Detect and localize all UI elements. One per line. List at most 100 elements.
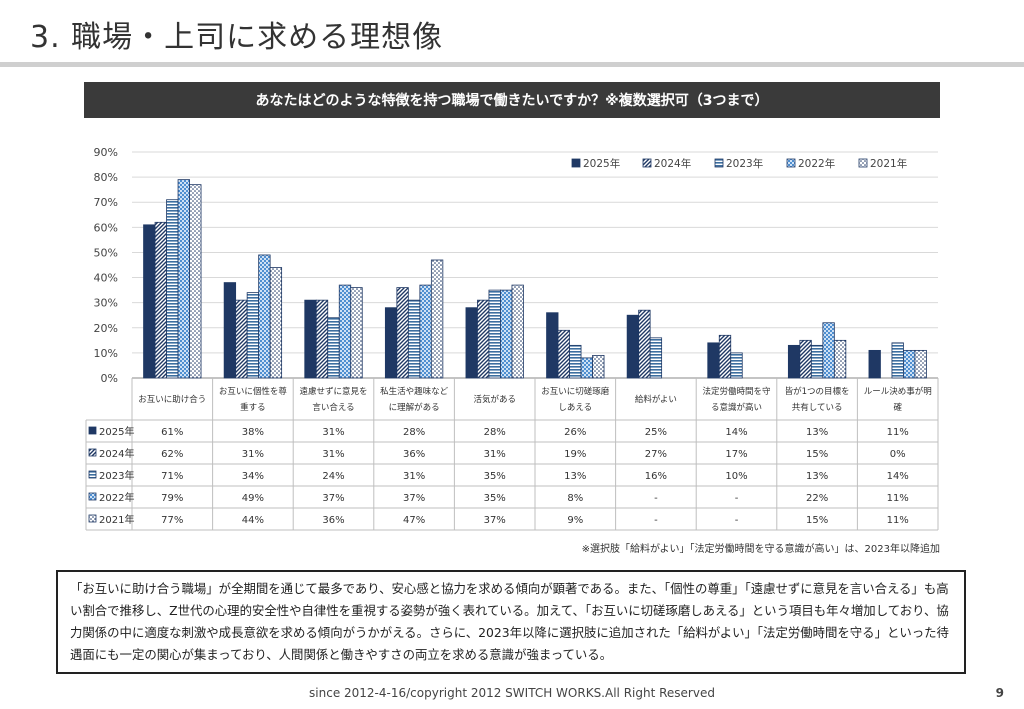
bar — [465, 307, 478, 379]
bar — [154, 221, 167, 379]
bar — [730, 352, 743, 379]
category-label: お互いに助け合う — [138, 394, 206, 405]
legend-swatch — [642, 158, 652, 168]
row-swatch — [88, 448, 97, 457]
data-label: 28% — [484, 427, 506, 438]
category-label: 遠慮せずに意見を言い合える — [299, 386, 367, 413]
bar — [787, 344, 801, 379]
bar — [315, 299, 329, 379]
data-label: 31% — [403, 471, 425, 482]
data-label: 36% — [322, 515, 344, 526]
bar — [592, 354, 605, 379]
legend-label: 2025年 — [583, 157, 620, 170]
title-divider — [0, 62, 1024, 67]
bar — [166, 199, 179, 379]
bar — [477, 299, 490, 379]
page-number: 9 — [995, 686, 1004, 700]
data-label: 17% — [725, 449, 747, 460]
bar — [546, 312, 559, 379]
data-label: 22% — [806, 493, 828, 504]
data-label: 71% — [161, 471, 183, 482]
data-label: 16% — [645, 471, 667, 482]
data-label: 10% — [725, 471, 747, 482]
bar — [407, 299, 421, 379]
legend-label: 2022年 — [798, 157, 835, 170]
bar — [304, 299, 317, 379]
y-tick-label: 90% — [94, 146, 118, 159]
bar — [223, 282, 237, 379]
bar — [707, 342, 720, 379]
data-label: - — [735, 515, 739, 526]
data-label: 24% — [322, 471, 344, 482]
row-swatch — [88, 470, 97, 479]
data-label: 13% — [806, 471, 828, 482]
bar — [626, 314, 640, 379]
legend-label: 2021年 — [870, 157, 907, 170]
legend-swatch — [714, 158, 724, 168]
y-axis: 0% 10% 20% 30% 40% 50% 60% 70% 80% 90% — [94, 146, 118, 385]
bar — [822, 322, 835, 379]
data-label: 15% — [806, 515, 828, 526]
bar — [177, 179, 190, 379]
row-swatch — [88, 426, 97, 435]
data-label: 37% — [484, 515, 506, 526]
bars — [143, 179, 927, 379]
question-banner: あなたはどのような特徴を持つ職場で働きたいですか？※複数選択可（3つまで） — [84, 82, 940, 118]
bar — [350, 287, 363, 379]
row-swatch — [88, 492, 97, 501]
row-label: 2022年 — [99, 491, 134, 504]
category-label: 給料がよい — [635, 394, 677, 405]
legend-swatch — [786, 158, 796, 168]
data-label: 31% — [484, 449, 506, 460]
y-tick-label: 20% — [94, 322, 118, 335]
data-label: 44% — [242, 515, 264, 526]
data-label: 11% — [887, 493, 909, 504]
row-label: 2025年 — [99, 425, 134, 438]
data-label: 8% — [567, 493, 583, 504]
bar — [868, 349, 881, 379]
bar — [810, 344, 824, 379]
summary-box: 「お互いに助け合う職場」が全期間を通じて最多であり、安心感と協力を求める傾向が顕… — [56, 570, 966, 674]
category-label: 活気がある — [473, 394, 516, 405]
data-table: お互いに助け合う お互いに個性を尊重する遠慮せずに意見を言い合える私生活や趣味など… — [85, 378, 939, 531]
data-label: 13% — [806, 427, 828, 438]
data-label: 34% — [242, 471, 264, 482]
bar — [511, 284, 524, 379]
bar — [833, 339, 847, 379]
category-label: ルール決め事が明確 — [864, 386, 932, 413]
bar — [384, 307, 398, 379]
bar — [430, 259, 444, 379]
data-label: - — [735, 493, 739, 504]
y-tick-label: 0% — [101, 372, 118, 385]
data-label: 19% — [564, 449, 586, 460]
data-label: 0% — [890, 449, 906, 460]
legend: 2025年 2024年 2023年 2022年 2021年 — [571, 157, 907, 170]
legend-swatch — [571, 158, 581, 168]
data-label: 35% — [484, 493, 506, 504]
summary-text: 「お互いに助け合う職場」が全期間を通じて最多であり、安心感と協力を求める傾向が顕… — [70, 581, 949, 662]
y-tick-label: 10% — [94, 347, 118, 360]
bar — [799, 339, 812, 379]
bar — [258, 254, 271, 379]
data-label: 77% — [161, 515, 183, 526]
category-label: 皆が1つの目標を共有している — [785, 386, 850, 413]
data-label: 14% — [725, 427, 747, 438]
bar — [269, 267, 283, 379]
bar — [419, 284, 432, 379]
bar — [143, 224, 156, 379]
data-label: 11% — [887, 427, 909, 438]
row-swatch — [88, 514, 97, 523]
bar — [580, 357, 593, 379]
copyright: since 2012-4-16/copyright 2012 SWITCH WO… — [309, 686, 715, 700]
data-label: 35% — [484, 471, 506, 482]
bar — [246, 292, 260, 379]
data-label: 61% — [161, 427, 183, 438]
bar — [500, 289, 513, 379]
data-label: 9% — [567, 515, 583, 526]
y-tick-label: 40% — [94, 272, 118, 285]
row-label: 2023年 — [99, 469, 134, 482]
data-label: 13% — [564, 471, 586, 482]
bar — [338, 284, 352, 379]
bar — [718, 334, 732, 379]
y-tick-label: 70% — [94, 196, 118, 209]
